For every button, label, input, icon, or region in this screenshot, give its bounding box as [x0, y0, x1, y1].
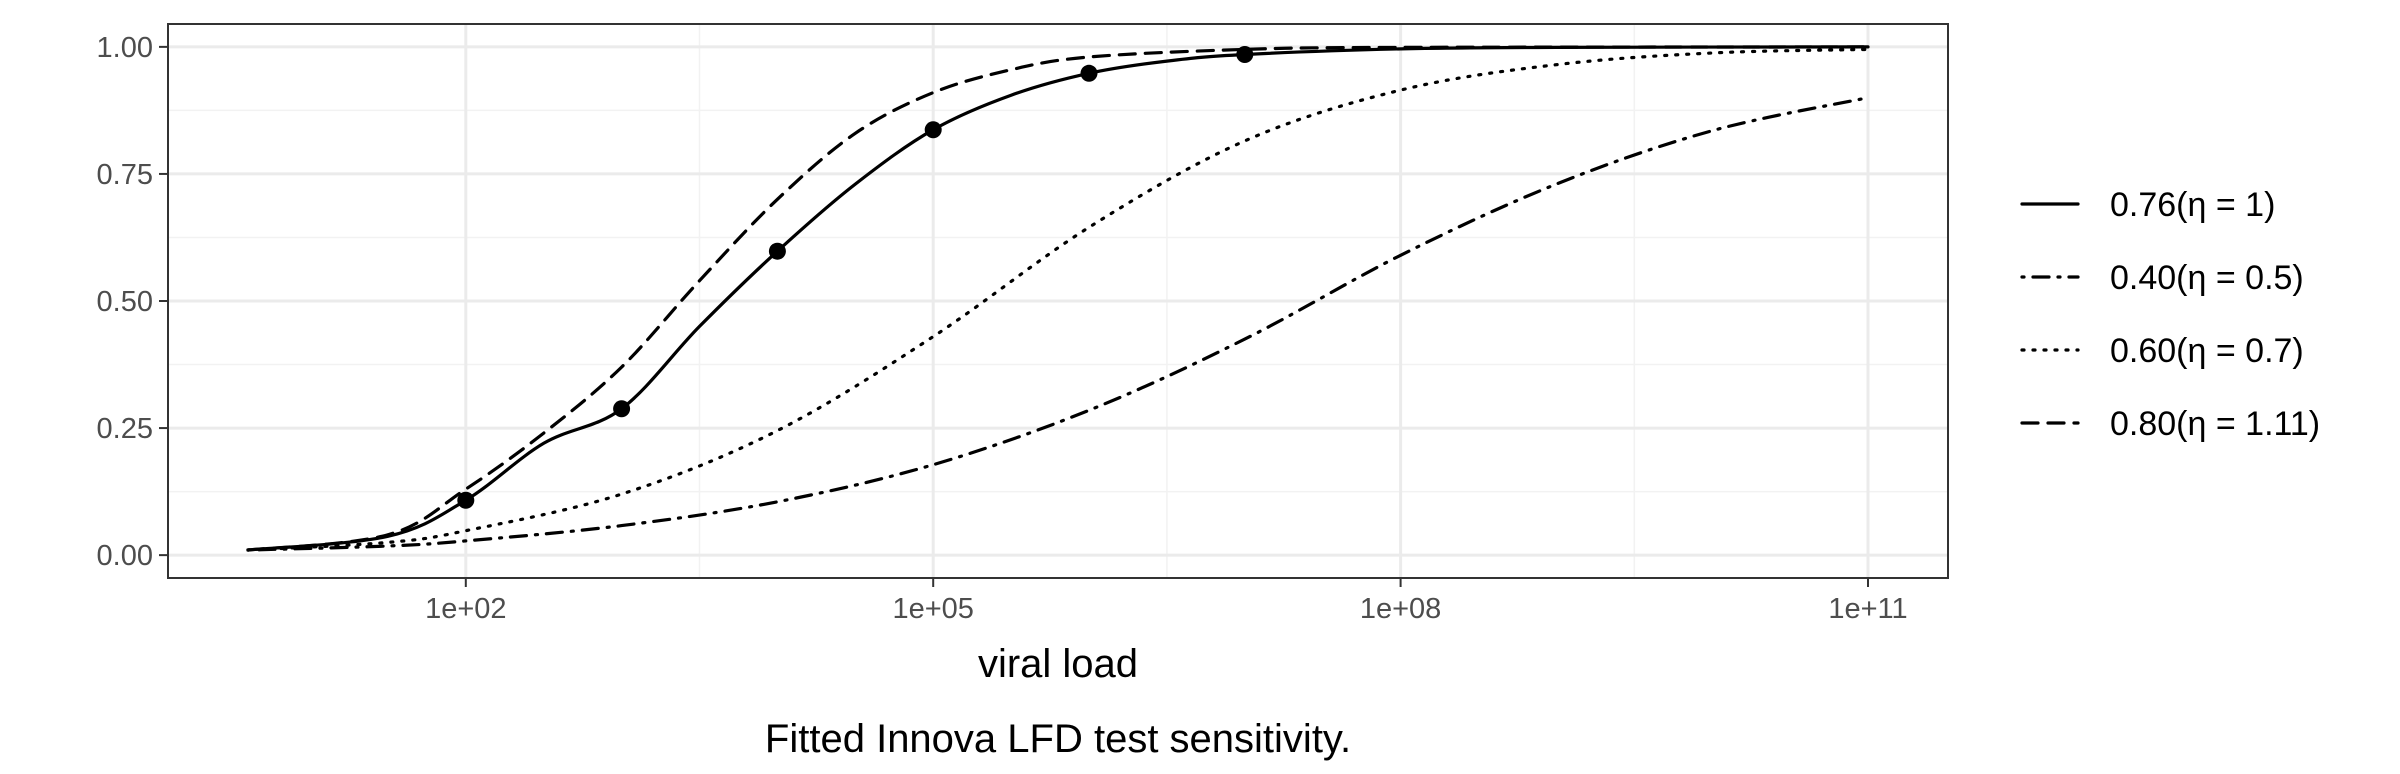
- x-tick-label: 1e+11: [1828, 593, 1907, 625]
- legend-label: 0.76(η = 1): [2110, 186, 2275, 224]
- legend-label: 0.60(η = 0.7): [2110, 332, 2304, 370]
- y-tick-label: 0.00: [97, 540, 153, 572]
- data-point-marker: [1236, 45, 1254, 63]
- data-point-marker: [457, 491, 475, 509]
- grid: [168, 24, 1948, 578]
- y-tick-label: 1.00: [97, 32, 153, 64]
- y-tick-label: 0.50: [97, 286, 153, 318]
- series-line-0-40-0-5: [246, 96, 1870, 552]
- axes: 0.00 0.25 0.50 0.75 1.00 1e+02 1e+05 1e+08 1e+11: [97, 32, 1908, 625]
- series-markers: [457, 45, 1254, 509]
- x-axis-title: viral load: [978, 642, 1138, 686]
- data-point-marker: [768, 242, 786, 260]
- y-tick-label: 0.75: [97, 159, 153, 191]
- series-lines: [246, 45, 1870, 552]
- series-line-0-80-1-11: [246, 45, 1870, 552]
- legend-label: 0.40(η = 0.5): [2110, 259, 2304, 297]
- data-point-marker: [1080, 64, 1098, 82]
- legend-label: 0.80(η = 1.11): [2110, 405, 2320, 443]
- legend: 0.76(η = 1) 0.40(η = 0.5) 0.60(η = 0.7) 0.8…: [2020, 186, 2320, 443]
- data-point-marker: [613, 400, 631, 418]
- series-line-0-60-0-7: [246, 47, 1870, 552]
- x-tick-label: 1e+05: [892, 593, 973, 625]
- x-tick-label: 1e+02: [425, 593, 506, 625]
- figure-caption: Fitted Innova LFD test sensitivity.: [765, 717, 1351, 761]
- data-point-marker: [924, 121, 942, 139]
- x-tick-label: 1e+08: [1360, 593, 1441, 625]
- y-tick-label: 0.25: [97, 413, 153, 445]
